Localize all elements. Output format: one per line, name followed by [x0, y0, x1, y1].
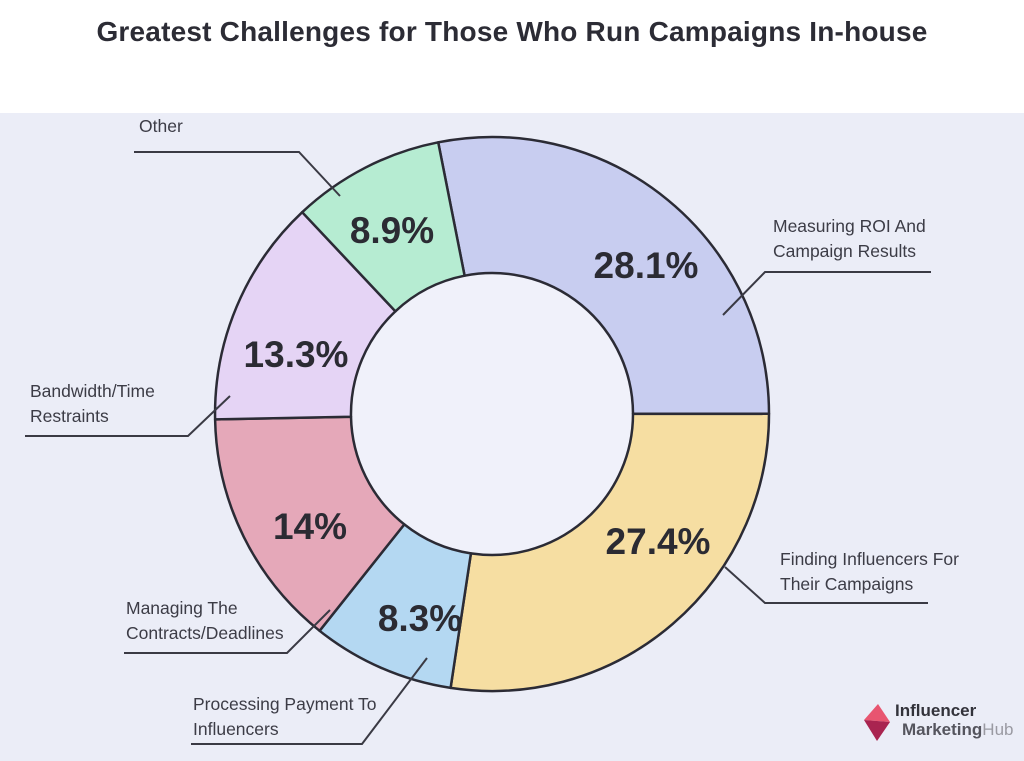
- callout-label-line: Restraints: [30, 406, 109, 426]
- callout-line-processing-payment: [191, 657, 428, 745]
- callout-label-finding-influencers: Finding Influencers For Their Campaigns: [780, 547, 959, 597]
- callout-label-line: Finding Influencers For: [780, 549, 959, 569]
- callout-label-other: Other: [139, 114, 183, 139]
- callout-label-line: Bandwidth/Time: [30, 381, 155, 401]
- callout-label-line: Other: [139, 116, 183, 136]
- influencer-marketing-hub-logo-icon: [864, 704, 890, 741]
- callout-label-line: Influencers: [193, 719, 279, 739]
- callout-label-processing-payment: Processing Payment To Influencers: [193, 692, 377, 742]
- callout-label-measuring-roi: Measuring ROI And Campaign Results: [773, 214, 926, 264]
- callout-line-finding-influencers: [724, 566, 928, 604]
- callout-label-bandwidth-time: Bandwidth/Time Restraints: [30, 379, 155, 429]
- callout-label-line: Managing The: [126, 598, 238, 618]
- slice-other: [300, 141, 466, 313]
- chart-title: Greatest Challenges for Those Who Run Ca…: [96, 16, 928, 47]
- slice-measuring-roi: [436, 135, 771, 416]
- slice-finding-influencers: [449, 412, 771, 693]
- callout-line-managing-contracts: [124, 609, 331, 654]
- donut-hole: [351, 273, 633, 555]
- callout-label-line: Their Campaigns: [780, 574, 914, 594]
- callout-label-line: Measuring ROI And: [773, 216, 926, 236]
- percent-label-finding-influencers: 27.4%: [605, 521, 711, 562]
- title-band: Greatest Challenges for Those Who Run Ca…: [0, 0, 1024, 113]
- callout-line-other: [134, 151, 341, 197]
- callout-label-managing-contracts: Managing The Contracts/Deadlines: [126, 596, 284, 646]
- percent-label-processing-payment: 8.3%: [377, 598, 463, 639]
- percent-label-managing-contracts: 14%: [272, 506, 348, 547]
- percent-label-measuring-roi: 28.1%: [593, 245, 699, 286]
- callout-label-line: Processing Payment To: [193, 694, 377, 714]
- brand-name-marketinghub: MarketingHub: [902, 720, 1014, 739]
- percent-label-bandwidth-time: 13.3%: [243, 334, 349, 375]
- brand-logo-text: Influencer MarketingHub: [895, 701, 1013, 739]
- callout-label-line: Campaign Results: [773, 241, 916, 261]
- slice-managing-contracts: [213, 415, 406, 633]
- callout-line-measuring-roi: [722, 271, 931, 316]
- brand-logo: Influencer MarketingHub: [864, 701, 1013, 742]
- callout-label-line: Contracts/Deadlines: [126, 623, 284, 643]
- brand-name-influencer: Influencer: [895, 701, 977, 720]
- percent-label-other: 8.9%: [349, 210, 435, 251]
- callout-line-bandwidth-time: [25, 395, 231, 437]
